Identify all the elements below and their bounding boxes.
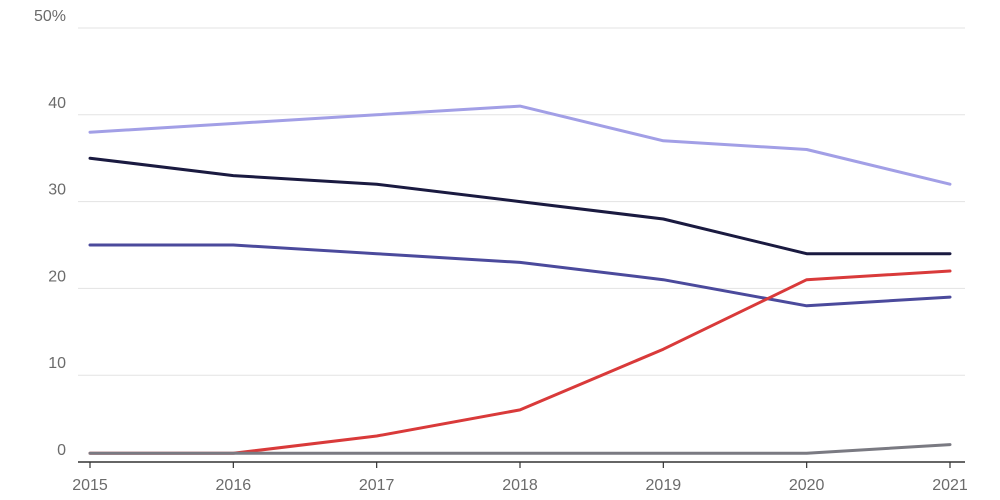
series-line-3 — [88, 243, 952, 308]
x-axis-ticks: 2015 2016 2017 2018 2019 2020 2021 — [72, 462, 968, 494]
series-lines — [88, 104, 952, 455]
x-tick-label: 2018 — [502, 477, 538, 494]
series-line-5 — [88, 443, 952, 455]
y-tick-label: 20 — [48, 268, 66, 285]
y-axis-ticks: 0 10 20 30 40 50% — [34, 8, 66, 459]
x-tick-label: 2015 — [72, 477, 108, 494]
y-tick-label: 40 — [48, 95, 66, 112]
x-tick-label: 2020 — [789, 477, 825, 494]
y-tick-label: 10 — [48, 355, 66, 372]
y-tick-label: 0 — [57, 442, 66, 459]
series-line-4 — [88, 269, 952, 455]
x-tick-label: 2017 — [359, 477, 395, 494]
y-tick-label: 30 — [48, 182, 66, 199]
y-tick-label: 50% — [34, 8, 66, 25]
x-tick-label: 2021 — [932, 477, 968, 494]
series-line-2 — [88, 156, 952, 256]
x-tick-label: 2019 — [646, 477, 682, 494]
x-tick-label: 2016 — [216, 477, 252, 494]
series-line-1 — [88, 104, 952, 186]
